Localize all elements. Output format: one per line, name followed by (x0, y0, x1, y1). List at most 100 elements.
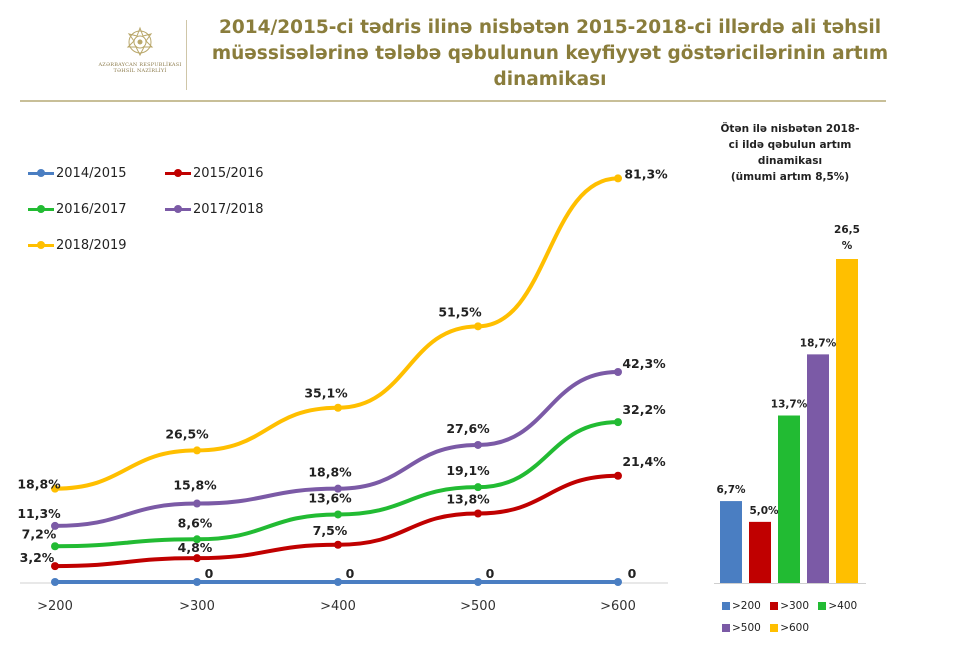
data-label: 0 (205, 566, 214, 581)
data-point (193, 578, 201, 586)
legend-swatch (28, 241, 54, 249)
data-label: 19,1% (446, 463, 490, 478)
bar-legend-label: >600 (780, 622, 810, 634)
bar-legend-item: >600 (770, 622, 809, 634)
title-line: müəssisələrinə tələbə qəbulunun keyfiyyə… (211, 43, 889, 64)
bar-legend-item: >200 (722, 600, 761, 612)
legend-item: 2016/2017 (28, 202, 127, 217)
title-line: 2014/2015-ci tədris ilinə nisbətən 2015-… (218, 17, 882, 38)
bar (778, 415, 800, 583)
data-point (474, 483, 482, 492)
data-label: 13,6% (308, 490, 352, 505)
data-point (51, 521, 59, 530)
bar (720, 501, 742, 583)
data-point (51, 542, 59, 551)
data-label: 0 (628, 566, 637, 581)
legend-item: 2015/2016 (165, 166, 264, 181)
data-point (334, 540, 342, 549)
data-point (334, 578, 342, 586)
data-label: 11,3% (17, 506, 61, 521)
data-label: 32,2% (622, 402, 666, 417)
bar-legend-item: >300 (770, 600, 809, 612)
data-label: 26,5% (165, 426, 209, 441)
data-label: 8,6% (178, 515, 213, 530)
bar (807, 354, 829, 583)
data-label: 15,8% (173, 478, 217, 493)
data-label: 4,8% (178, 540, 213, 555)
legend-swatch (28, 205, 54, 213)
logo-caption: AZƏRBAYCAN RESPUBLİKASI TƏHSİL NAZİRLİYİ (98, 62, 182, 74)
data-label: 7,5% (313, 523, 348, 538)
x-tick-label: >200 (37, 599, 73, 614)
bar-label-unit: % (842, 240, 853, 252)
data-point (51, 562, 59, 571)
legend-swatch (165, 169, 191, 177)
data-point (474, 578, 482, 586)
data-point (193, 446, 201, 455)
bar-legend-label: >200 (732, 600, 761, 612)
data-point (474, 322, 482, 331)
legend-item: 2018/2019 (28, 238, 127, 253)
data-label: 42,3% (622, 356, 666, 371)
data-point (474, 509, 482, 518)
data-label: 13,8% (446, 491, 490, 506)
title-line: dinamikası (493, 69, 607, 90)
bar-legend-label: >500 (732, 622, 761, 634)
data-label: 35,1% (304, 386, 348, 401)
data-point (193, 499, 201, 508)
line-chart: >200 >300 >400 >500 >600 0 0 0 0 3,2% 4,8% 7,5% 13,8… (17, 166, 668, 614)
legend-label: 2014/2015 (56, 166, 127, 181)
data-label: 27,6% (446, 421, 490, 436)
data-point (334, 403, 342, 412)
data-label: 81,3% (624, 166, 668, 181)
data-point (614, 471, 622, 480)
ministry-logo-icon (126, 26, 154, 57)
data-label: 18,8% (17, 477, 61, 492)
legend-label: 2016/2017 (56, 202, 127, 217)
x-tick-label: >500 (460, 599, 496, 614)
data-label: 21,4% (622, 454, 666, 469)
bar-legend-label: >400 (828, 600, 858, 612)
bar-chart-legend: >200 >300 >400 >500 >600 (722, 600, 912, 644)
data-label: 0 (346, 566, 355, 581)
logo-divider (186, 20, 187, 90)
data-point (614, 418, 622, 427)
data-point (193, 535, 201, 544)
bar-chart: 6,7%5,0% 13,7% 18,7% 26,5% (714, 224, 866, 584)
bar-title-line: dinamikası (757, 155, 823, 167)
legend-label: 2018/2019 (56, 238, 127, 253)
page-title: 2014/2015-ci tədris ilinə nisbətən 2015-… (200, 15, 900, 93)
bar-label: 13,7% (771, 398, 808, 410)
x-tick-label: >300 (179, 599, 215, 614)
bar-legend-label: >300 (780, 600, 810, 612)
data-label: 51,5% (438, 304, 482, 319)
series-line (53, 176, 620, 491)
legend-label: 2015/2016 (193, 166, 264, 181)
legend-swatch (28, 169, 54, 177)
x-tick-label: >600 (600, 599, 636, 614)
data-point (614, 174, 622, 183)
bar-title-line: (ümumi artım 8,5%) (730, 171, 850, 183)
legend-item: 2017/2018 (165, 202, 264, 217)
data-point (51, 484, 59, 493)
bar-title-line: ci ildə qəbulun artım (728, 139, 852, 151)
bar-legend-item: >500 (722, 622, 761, 634)
line-chart-legend: 2014/2015 2015/2016 2016/2017 2017/2018 … (28, 166, 328, 266)
title-divider (20, 100, 886, 102)
bar-legend-swatch (722, 624, 730, 632)
data-point (614, 578, 622, 586)
data-point (474, 440, 482, 449)
bar-label: 5,0% (749, 505, 779, 517)
bar-label: 6,7% (716, 484, 746, 496)
bar-legend-item: >400 (818, 600, 857, 612)
data-point (51, 578, 59, 586)
bar-legend-swatch (722, 602, 730, 610)
bar-label: 26,5 (834, 224, 860, 236)
series-line (53, 369, 620, 528)
bar-legend-swatch (770, 624, 779, 632)
data-point (334, 510, 342, 519)
legend-swatch (165, 205, 191, 213)
x-tick-label: >400 (320, 599, 356, 614)
legend-item: 2014/2015 (28, 166, 127, 181)
data-label: 18,8% (308, 465, 352, 480)
